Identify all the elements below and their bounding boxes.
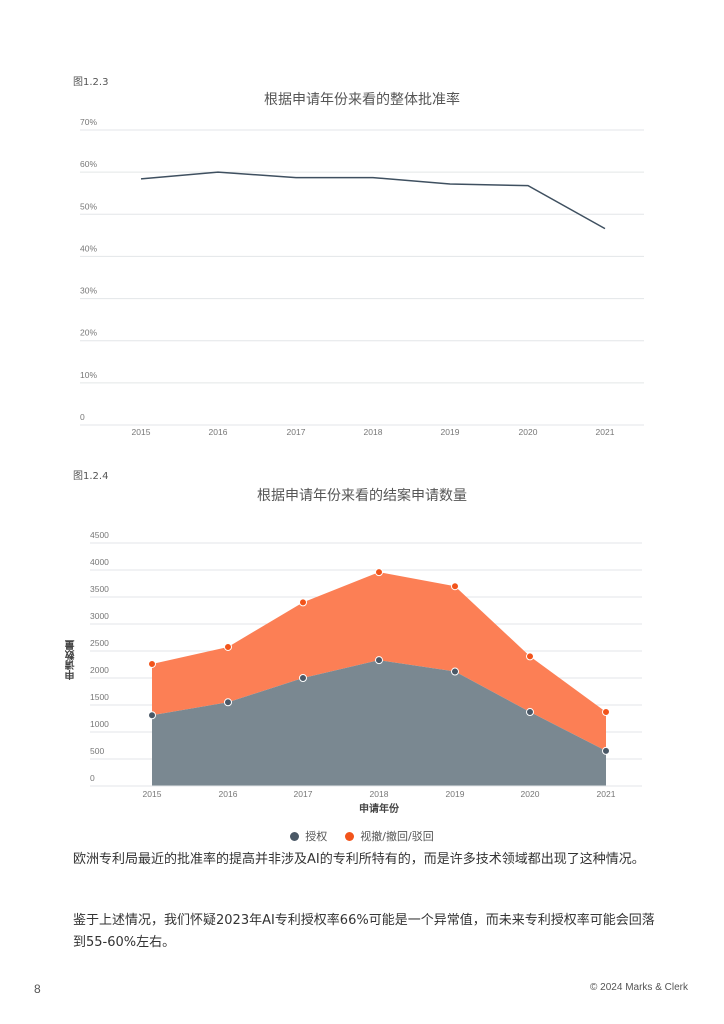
withdrawn-point[interactable]	[224, 642, 232, 651]
y-tick-label: 1000	[90, 719, 109, 729]
withdrawn-dot-icon	[345, 831, 355, 841]
granted-point[interactable]	[602, 746, 610, 755]
granted-area	[152, 660, 606, 786]
figure-label-1: 图1.2.3	[73, 77, 109, 88]
y-tick-label: 50%	[80, 201, 97, 211]
approval-rate-line-chart: 0 10% 20% 30% 40% 50% 60% 70% 2015 2016 2017 2018 20…	[80, 117, 644, 437]
legend-item-withdrawn[interactable]: 视撤/撤回/驳回	[345, 828, 434, 844]
x-tick-label: 2016	[209, 427, 228, 437]
approval-rate-line	[140, 171, 606, 230]
legend-label-withdrawn: 视撤/撤回/驳回	[360, 830, 434, 843]
granted-point[interactable]	[451, 667, 459, 676]
legend-label-granted: 授权	[305, 830, 328, 843]
x-tick-label: 2020	[519, 427, 538, 437]
withdrawn-point[interactable]	[375, 568, 383, 577]
withdrawn-point[interactable]	[451, 582, 459, 591]
y-tick-label: 0	[80, 412, 85, 422]
withdrawn-point[interactable]	[148, 659, 156, 668]
x-tick-label: 2019	[446, 789, 465, 799]
x-axis-label: 申请年份	[359, 804, 399, 815]
y-tick-label: 60%	[80, 159, 97, 169]
x-tick-label: 2016	[219, 789, 238, 799]
figure-label-2: 图1.2.4	[73, 471, 109, 482]
body-paragraph-2: 鉴于上述情况，我们怀疑2023年AI专利授权率66%可能是一个异常值，而未来专利…	[73, 913, 655, 950]
y-tick-label: 20%	[80, 328, 97, 338]
withdrawn-point[interactable]	[526, 652, 534, 661]
x-tick-label: 2021	[597, 789, 616, 799]
x-tick-label: 2017	[287, 427, 306, 437]
granted-point[interactable]	[148, 711, 156, 720]
x-tick-label: 2021	[596, 427, 615, 437]
withdrawn-area	[152, 572, 606, 751]
legend-item-granted[interactable]: 授权	[290, 828, 327, 844]
chart-title-approval-rate: 根据申请年份来看的整体批准率	[264, 92, 460, 108]
page-number: 8	[34, 982, 41, 996]
x-tick-label: 2020	[521, 789, 540, 799]
copyright: © 2024 Marks & Clerk	[590, 982, 688, 993]
y-tick-label: 4000	[90, 557, 109, 567]
body-paragraph-1: 欧洲专利局最近的批准率的提高并非涉及AI的专利所特有的，而是许多技术领域都出现了…	[73, 852, 645, 867]
y-tick-label: 30%	[80, 286, 97, 296]
granted-point[interactable]	[526, 708, 534, 717]
y-tick-label: 3500	[90, 584, 109, 594]
withdrawn-point[interactable]	[602, 708, 610, 717]
y-tick-label: 4500	[90, 530, 109, 540]
x-tick-label: 2015	[132, 427, 151, 437]
x-tick-label: 2015	[143, 789, 162, 799]
y-tick-label: 1500	[90, 692, 109, 702]
y-tick-label: 10%	[80, 370, 97, 380]
y-tick-label: 70%	[80, 117, 97, 127]
granted-point[interactable]	[299, 674, 307, 682]
y-tick-label: 0	[90, 773, 95, 783]
x-tick-label: 2019	[441, 427, 460, 437]
y-tick-label: 40%	[80, 243, 97, 253]
y-tick-label: 2500	[90, 638, 109, 648]
y-axis-label: 申请数量	[66, 640, 77, 680]
y-tick-label: 500	[90, 746, 104, 756]
closed-applications-area-chart: 0 500 1000 1500 2000 2500 3000 3500 4000 4500 2015…	[90, 530, 642, 799]
granted-point[interactable]	[224, 698, 232, 707]
x-tick-label: 2018	[364, 427, 383, 437]
chart-title-closed-applications: 根据申请年份来看的结案申请数量	[257, 488, 467, 504]
x-tick-label: 2017	[294, 789, 313, 799]
granted-point[interactable]	[375, 656, 383, 665]
y-tick-label: 2000	[90, 665, 109, 675]
granted-dot-icon	[290, 831, 300, 841]
x-tick-label: 2018	[370, 789, 389, 799]
withdrawn-point[interactable]	[299, 598, 307, 607]
y-tick-label: 3000	[90, 611, 109, 621]
chart-legend: 授权 视撤/撤回/驳回	[0, 828, 724, 844]
